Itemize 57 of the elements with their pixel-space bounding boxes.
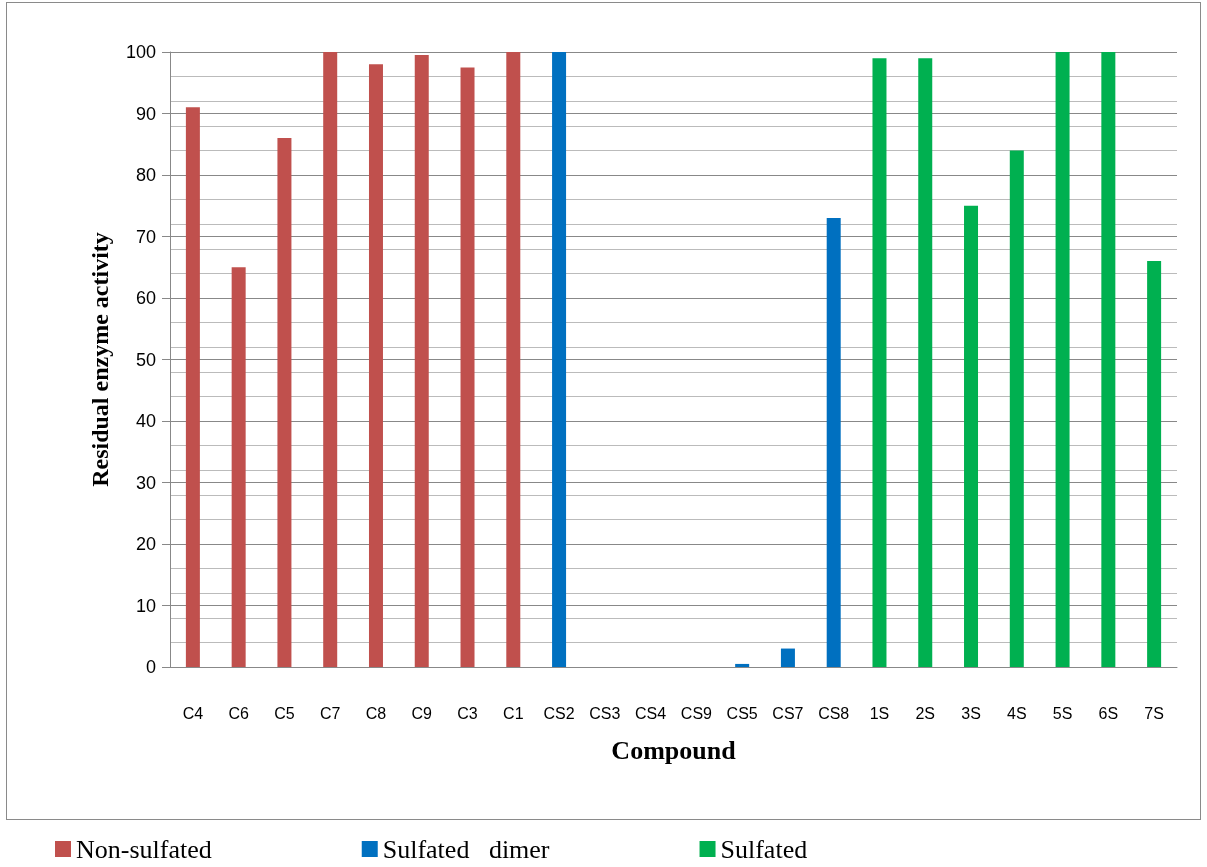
bar [1101,52,1116,667]
x-axis-title: Compound [611,735,737,765]
bar [735,663,750,667]
bar [780,648,795,667]
y-tick-label: 60 [135,288,156,308]
bar [231,267,246,667]
bar [872,58,887,667]
x-tick-label: C3 [457,704,478,722]
x-tick-label: CS7 [772,704,804,722]
x-tick-label: C1 [503,704,524,722]
bar [506,52,521,667]
legend-label: Sulfated dimer [382,834,550,864]
x-tick-label: C9 [411,704,433,722]
y-tick-label: 30 [135,472,156,493]
x-tick-label: 2S [915,704,936,722]
bar [414,55,429,667]
x-tick-label: 4S [1007,704,1027,722]
x-tick-label: CS5 [726,704,758,722]
x-tick-label: 6S [1098,704,1119,722]
bar [1009,150,1024,667]
x-tick-label: CS9 [680,704,713,722]
bar [552,52,567,667]
x-tick-label: C4 [182,704,204,722]
y-tick-label: 40 [135,411,156,431]
x-tick-label: CS3 [589,704,621,722]
x-tick-label: CS8 [818,704,850,722]
x-tick-label: 1S [869,704,890,722]
legend-label: Sulfated [720,834,808,864]
y-tick-label: 0 [145,657,156,677]
y-tick-label: 90 [135,103,156,124]
x-tick-label: C8 [365,704,387,722]
bar [368,64,383,667]
y-tick-label: 20 [135,534,156,554]
x-tick-label: C6 [228,704,249,722]
y-tick-label: 100 [125,42,156,62]
bar [918,58,933,667]
y-tick-label: 80 [135,165,156,185]
x-tick-label: 7S [1144,704,1164,722]
x-tick-label: 5S [1052,704,1073,722]
legend-label: Non-sulfated [76,834,212,864]
x-tick-label: CS4 [635,704,667,722]
x-tick-label: C7 [319,704,341,722]
y-tick-label: 50 [135,349,156,370]
bar [826,218,841,667]
y-tick-label: 70 [135,226,156,247]
bar [323,52,338,667]
y-axis-title: Residual enzyme activity [87,232,113,487]
bar [1147,261,1162,667]
y-tick-label: 10 [135,595,156,616]
bar [964,205,979,667]
bar [185,107,200,667]
x-tick-label: 3S [961,704,981,722]
bar [460,67,475,667]
bar [1055,52,1070,667]
bar [277,138,292,667]
x-tick-label: CS2 [543,704,575,722]
x-tick-label: C5 [274,704,295,722]
